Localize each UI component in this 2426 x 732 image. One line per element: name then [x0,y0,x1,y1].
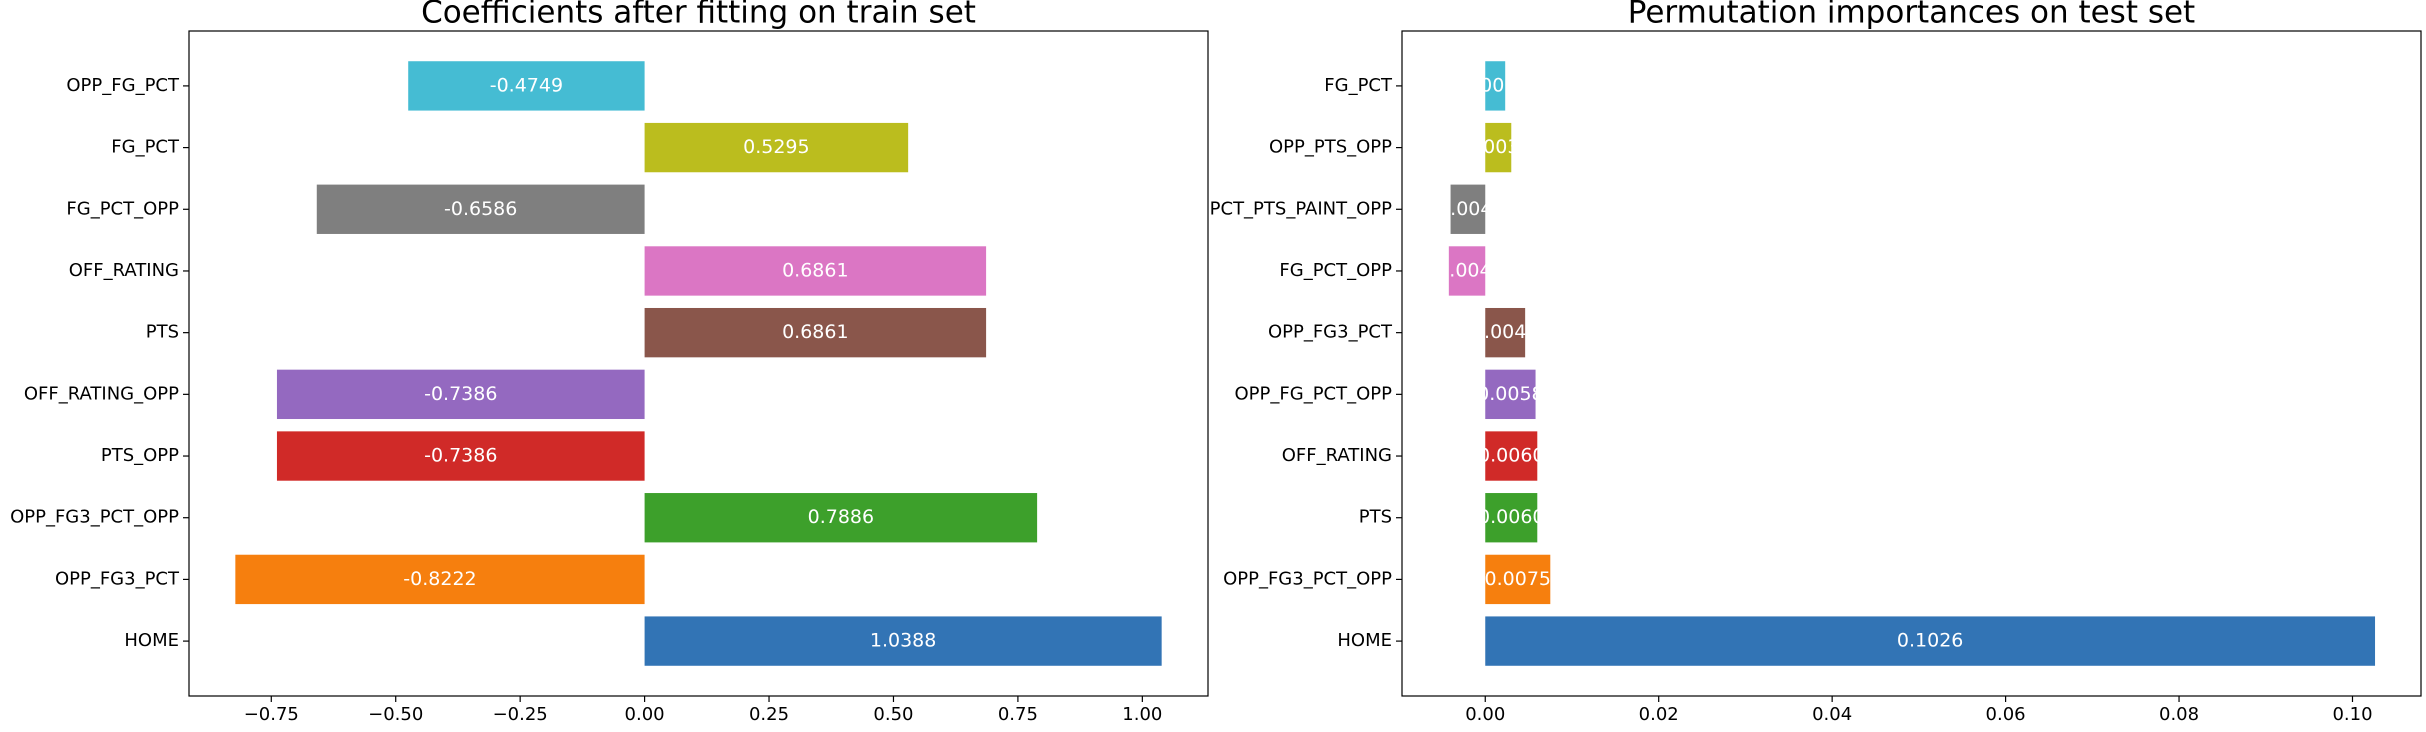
value-label: 1.0388 [870,630,936,652]
value-label: 0.1026 [1897,630,1963,652]
x-tick-label: 0.06 [1986,704,2026,725]
value-label: 0.6861 [782,259,848,281]
x-tick-label: 0.08 [2159,704,2199,725]
chart-title: Permutation importances on test set [1628,0,2195,31]
bar [1485,616,2376,666]
x-tick-label: 0.02 [1639,704,1679,725]
value-label: -0.4749 [490,74,563,96]
value-label: -0.7386 [424,383,497,405]
value-label: 0.0046 [1472,321,1538,343]
x-tick-label: −0.75 [244,704,299,725]
x-tick-label: −0.25 [493,704,548,725]
bar [644,246,987,296]
y-tick-label: OPP_FG3_PCT [1268,322,1393,343]
bar [1485,307,1526,358]
y-tick-label: HOME [124,630,179,651]
subplot: Permutation importances on test set 0.102… [1210,0,2422,725]
y-tick-label: OFF_RATING_OPP [24,383,179,404]
y-tick-label: FG_PCT [1324,75,1393,96]
y-tick-label: PCT_PTS_PAINT_OPP [1210,198,1393,219]
y-tick-label: OPP_PTS_OPP [1269,137,1392,158]
y-tick-label: OPP_FG3_PCT [55,568,180,589]
subplot: Coefficients after fitting on train set 1… [10,0,1209,725]
bar [276,431,645,481]
x-tick-label: 0.50 [873,704,913,725]
bar [235,554,645,605]
y-tick-label: OFF_RATING [1282,445,1392,466]
bar [644,616,1162,666]
value-label: 0.0060 [1478,445,1544,467]
value-label: 0.0030 [1465,136,1531,158]
x-tick-label: 0.10 [2332,704,2372,725]
value-label: 0.5295 [743,136,809,158]
value-label: -0.7386 [424,445,497,467]
x-tick-label: 0.25 [749,704,789,725]
value-label: 0.7886 [808,506,874,528]
bar [644,307,987,358]
chart-title: Coefficients after fitting on train set [421,0,976,31]
value-label: 0.0023 [1462,74,1528,96]
x-tick-label: 0.00 [1465,704,1505,725]
y-tick-label: OFF_RATING [69,260,179,281]
bar [644,493,1038,543]
y-tick-label: OPP_FG_PCT [66,75,180,96]
y-tick-label: PTS_OPP [101,445,179,466]
y-tick-label: FG_PCT [111,137,180,158]
y-tick-label: HOME [1337,630,1392,651]
bar [644,122,909,173]
axes-frame [188,30,1209,697]
bar [1450,184,1486,234]
bar [1485,61,1506,111]
value-label: -0.6586 [444,198,517,220]
y-tick-label: OPP_FG3_PCT_OPP [1223,568,1392,589]
value-label: 0.0058 [1477,383,1543,405]
y-tick-label: PTS [146,322,179,343]
value-label: 0.0075 [1485,568,1551,590]
value-label: 0.0060 [1478,506,1544,528]
y-tick-label: PTS [1359,507,1392,528]
x-tick-label: 1.00 [1122,704,1162,725]
y-tick-label: OPP_FG3_PCT_OPP [10,507,179,528]
bar [1485,554,1551,605]
bar [408,61,645,111]
bar [1485,493,1538,543]
value-label: -0.0042 [1430,259,1503,281]
bar [1448,246,1486,296]
bar [1485,431,1538,481]
axes-frame [1401,30,2422,697]
bar [1485,122,1512,173]
x-tick-label: 0.04 [1812,704,1852,725]
y-tick-label: FG_PCT_OPP [1279,260,1392,281]
x-tick-label: −0.50 [368,704,423,725]
bar [1485,369,1536,420]
x-tick-label: 0.00 [625,704,665,725]
value-label: 0.6861 [782,321,848,343]
value-label: -0.0040 [1431,198,1504,220]
bar [316,184,645,234]
x-tick-label: 0.75 [998,704,1038,725]
bar [276,369,645,420]
value-label: -0.8222 [403,568,476,590]
y-tick-label: OPP_FG_PCT_OPP [1235,383,1393,404]
y-tick-label: FG_PCT_OPP [66,198,179,219]
